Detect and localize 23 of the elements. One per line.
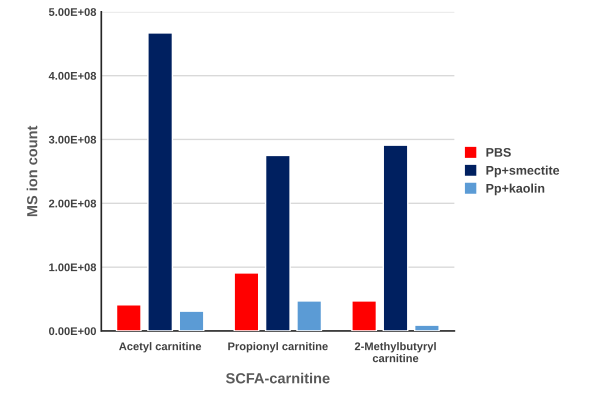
- y-tick-label: 5.00E+08: [48, 8, 96, 16]
- bar: [382, 144, 408, 331]
- x-tick-label: 2-Methylbutyryl carnitine: [354, 342, 436, 362]
- y-tick-label: 2.00E+08: [48, 200, 96, 208]
- x-axis-title: SCFA-carnitine: [226, 372, 330, 384]
- y-axis-title: MS ion count: [26, 126, 38, 216]
- bar: [234, 272, 260, 331]
- bar: [264, 154, 291, 331]
- legend-label: PBS: [486, 148, 511, 157]
- legend-label: Pp+kaolin: [486, 184, 544, 196]
- bar: [147, 32, 174, 331]
- y-tick-label: 4.00E+08: [48, 72, 96, 80]
- bar: [414, 324, 440, 331]
- y-tick-label: 0.00E+00: [49, 327, 96, 336]
- bar: [116, 304, 142, 331]
- x-tick-label: Propionyl carnitine: [228, 342, 328, 352]
- y-tick-label: 3.00E+08: [48, 136, 96, 144]
- bar: [178, 310, 204, 331]
- x-tick-label: Acetyl carnitine: [119, 342, 202, 352]
- bar: [296, 300, 322, 331]
- bar: [351, 300, 378, 331]
- y-tick-label: 1.00E+08: [49, 263, 96, 272]
- legend-label: Pp+smectite: [486, 166, 560, 178]
